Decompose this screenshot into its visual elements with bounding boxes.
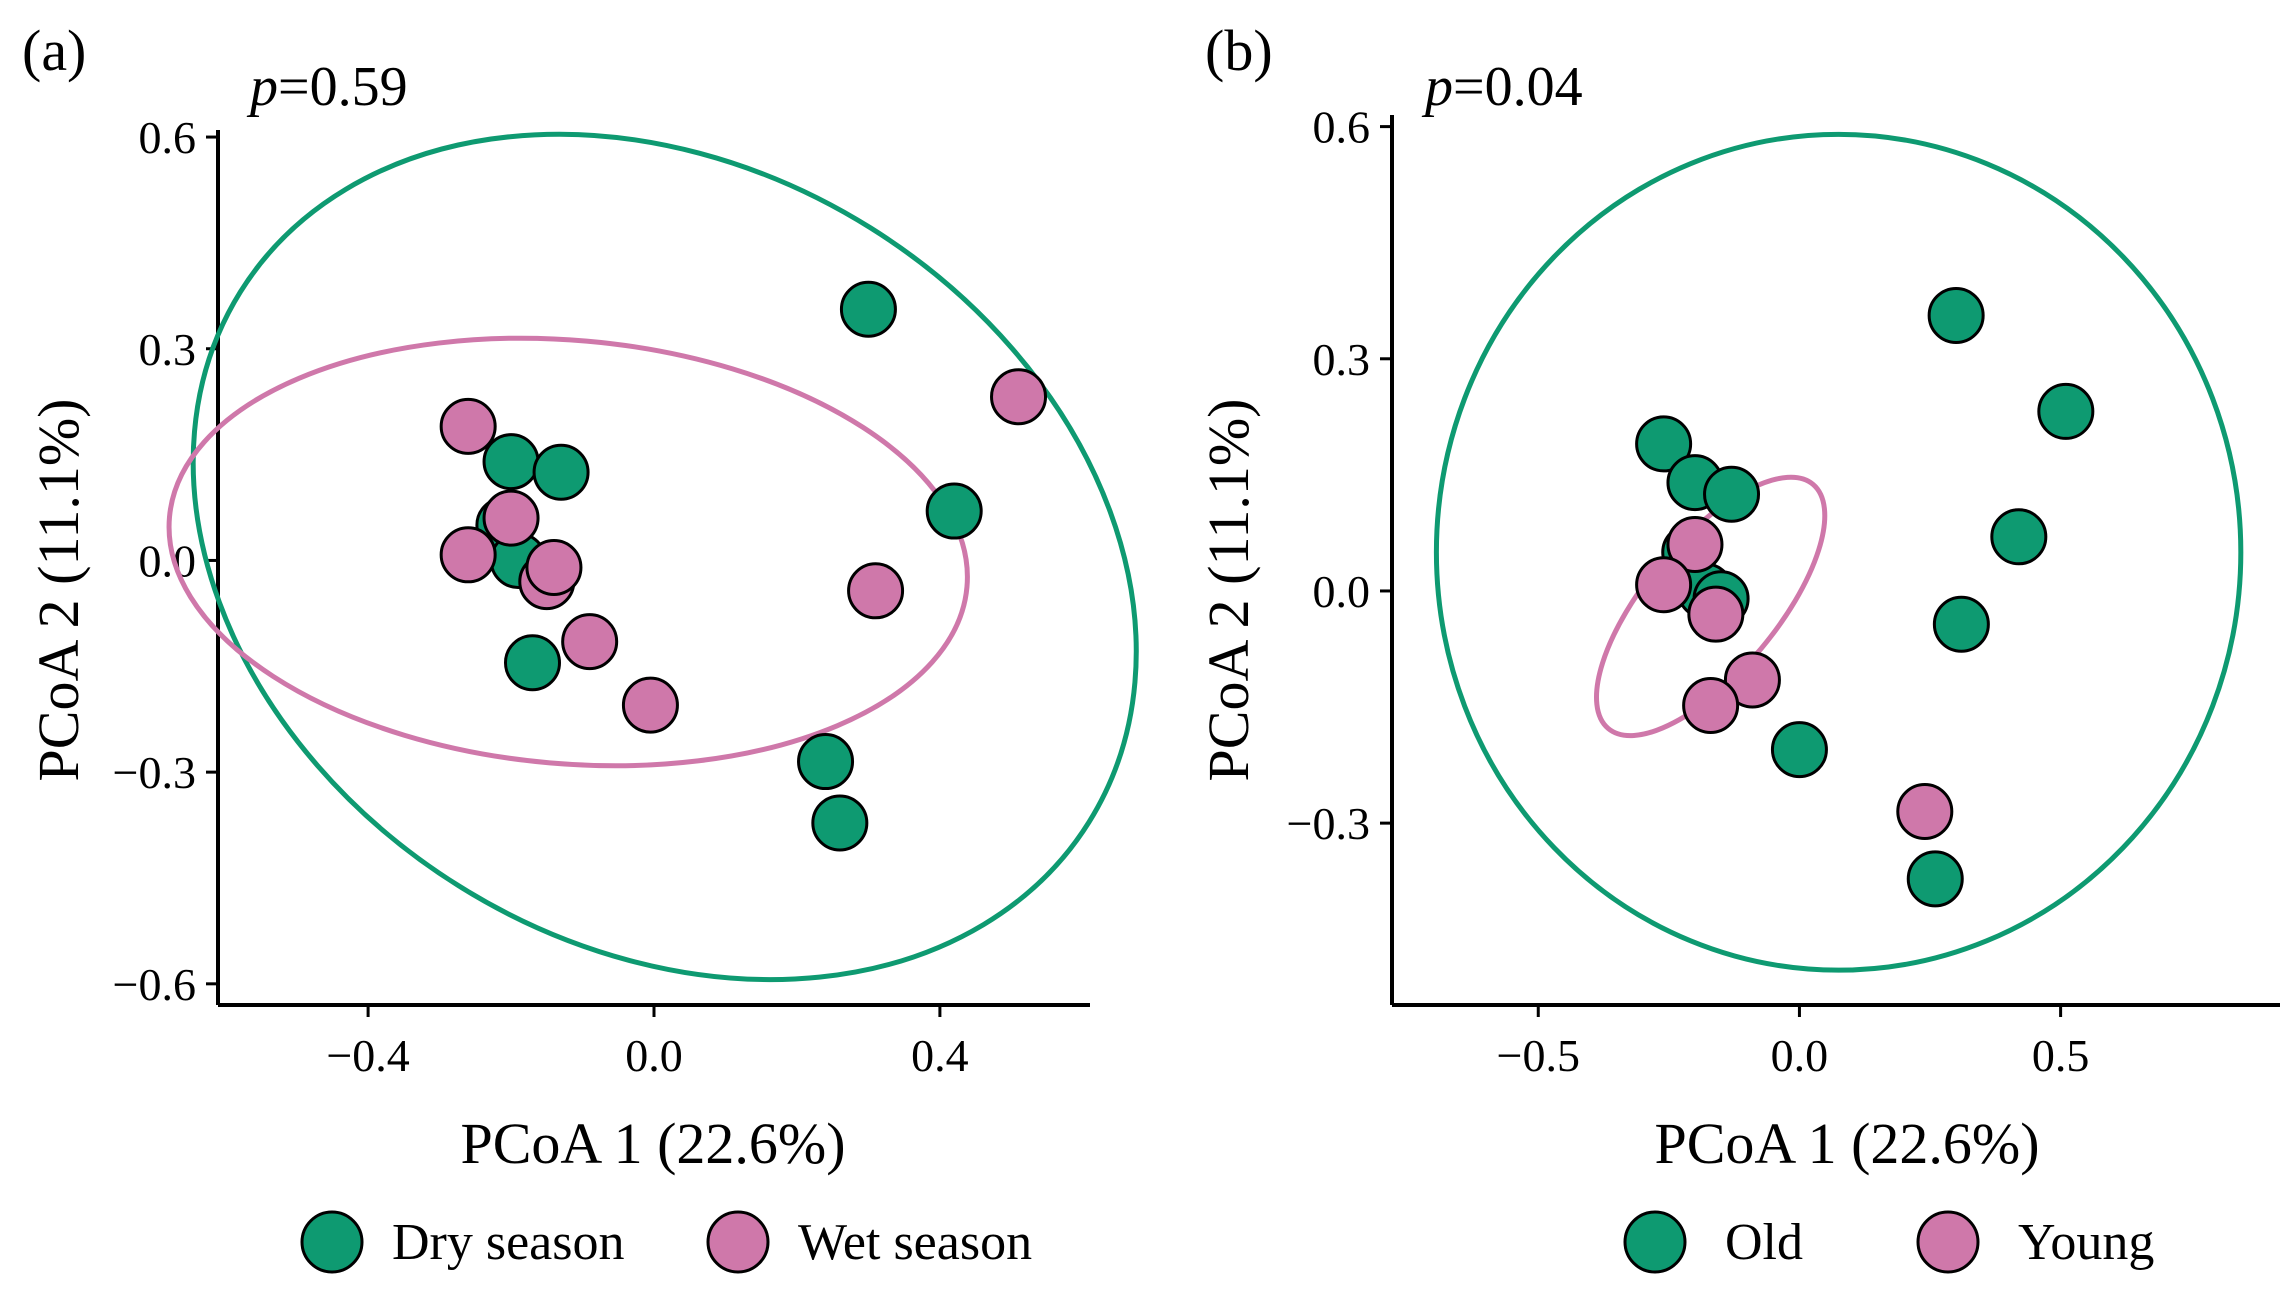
panel-b-x-axis-title: PCoA 1 (22.6%) <box>1654 1111 2039 1176</box>
panel-a-point-wet-season <box>990 368 1048 426</box>
legend-key-old <box>1623 1210 1687 1274</box>
panel-b-point-old <box>1990 508 2048 566</box>
panel-a-ellipse-wet-season <box>166 335 970 769</box>
panel-a-x-tick-label: 0.4 <box>911 1030 969 1081</box>
panel-a-point-dry-season <box>797 733 855 791</box>
panel-a-ellipse-dry-season <box>190 131 1139 983</box>
panel-b-point-old <box>1703 465 1761 523</box>
panel-a-point-wet-season <box>561 613 619 671</box>
panel-b-point-old <box>2037 382 2095 440</box>
panel-b-y-tick-label: 0.6 <box>1313 102 1371 153</box>
panel-a-y-tick-label: 0.6 <box>139 112 197 163</box>
panel-a-y-tick-label: 0.3 <box>139 324 197 375</box>
panel-b-point-young <box>1896 783 1954 841</box>
legend-label-young: Young <box>2018 1214 2154 1271</box>
panel-b-legend: Old Young <box>1623 1210 2154 1274</box>
panel-a-point-dry-season <box>532 443 590 501</box>
panel-a-y-axis-title: PCoA 2 (11.1%) <box>26 399 91 782</box>
legend-label-old: Old <box>1725 1214 1803 1271</box>
panel-b-point-young <box>1723 651 1781 709</box>
legend-key-dry-season <box>300 1210 364 1274</box>
legend-key-young <box>1916 1210 1980 1274</box>
panel-b-ellipse-old <box>1433 131 2244 973</box>
panel-a-point-dry-season <box>482 433 540 491</box>
panel-a-point-dry-season <box>503 634 561 692</box>
panel-a-point-wet-season <box>439 526 497 584</box>
panel-a-x-axis-title: PCoA 1 (22.6%) <box>460 1111 845 1176</box>
panel-a-point-wet-season <box>525 539 583 596</box>
panel-b-label: (b) <box>1205 18 1273 83</box>
panel-a-label: (a) <box>22 18 86 83</box>
panel-b-point-old <box>1635 415 1693 473</box>
panel-b-point-young <box>1666 516 1724 574</box>
panel-a-legend: Dry season Wet season <box>300 1210 1032 1274</box>
panel-a-p-number: =0.59 <box>278 56 408 118</box>
panel-a-point-dry-season <box>811 794 869 852</box>
panel-a-point-wet-season <box>847 562 905 620</box>
panel-a-x-tick-label: −0.4 <box>326 1030 409 1081</box>
legend-label-wet-season: Wet season <box>798 1214 1032 1271</box>
panel-b-p-symbol: p <box>1421 56 1453 118</box>
panel-b-p-value: p=0.04 <box>1421 56 1583 118</box>
panel-b-point-young <box>1687 585 1745 643</box>
panel-b-point-old <box>1906 850 1964 908</box>
legend-label-dry-season: Dry season <box>392 1214 625 1271</box>
panel-a-p-value: p=0.59 <box>246 56 408 118</box>
panel-b-p-number: =0.04 <box>1453 56 1583 118</box>
panel-a-y-tick-label: −0.3 <box>113 747 196 798</box>
panel-a-y-tick-label: 0.0 <box>139 535 197 586</box>
panel-a-point-dry-season <box>925 482 983 540</box>
panel-b-point-young <box>1635 556 1693 614</box>
panel-a-p-symbol: p <box>246 56 278 118</box>
panel-b-plot: −0.3 0.0 0.3 0.6 −0.5 0.0 0.5 <box>1287 102 2280 1081</box>
panel-a: (a) p=0.59 −0.6 −0.3 0.0 0.3 0.6 −0.4 0.0 0.4 P… <box>22 18 1139 1274</box>
panel-b-point-old <box>1770 721 1828 779</box>
panel-b: (b) p=0.04 −0.3 0.0 0.3 0.6 −0.5 0.0 0.5 PCoA … <box>1196 18 2280 1274</box>
panel-a-y-tick-label: −0.6 <box>113 959 196 1010</box>
panel-a-point-wet-season <box>482 489 540 547</box>
panel-a-point-wet-season <box>439 397 497 455</box>
panel-a-point-wet-season <box>621 676 679 734</box>
panel-a-x-tick-label: 0.0 <box>625 1030 683 1081</box>
panel-b-point-young <box>1682 676 1740 734</box>
panel-b-y-tick-label: 0.3 <box>1313 334 1371 385</box>
panel-b-y-tick-label: 0.0 <box>1313 566 1371 617</box>
panel-b-y-tick-label: −0.3 <box>1287 798 1370 849</box>
panel-b-point-old <box>1932 595 1990 653</box>
legend-key-wet-season <box>706 1210 770 1274</box>
panel-b-x-tick-label: 0.0 <box>1771 1030 1829 1081</box>
panel-b-x-tick-label: −0.5 <box>1497 1030 1580 1081</box>
panel-b-x-tick-label: 0.5 <box>2032 1030 2090 1081</box>
panel-a-plot: −0.6 −0.3 0.0 0.3 0.6 −0.4 0.0 0.4 <box>113 112 1139 1081</box>
panel-a-point-dry-season <box>839 280 897 338</box>
panel-b-point-old <box>1927 286 1985 344</box>
panel-b-y-axis-title: PCoA 2 (11.1%) <box>1196 399 1261 782</box>
